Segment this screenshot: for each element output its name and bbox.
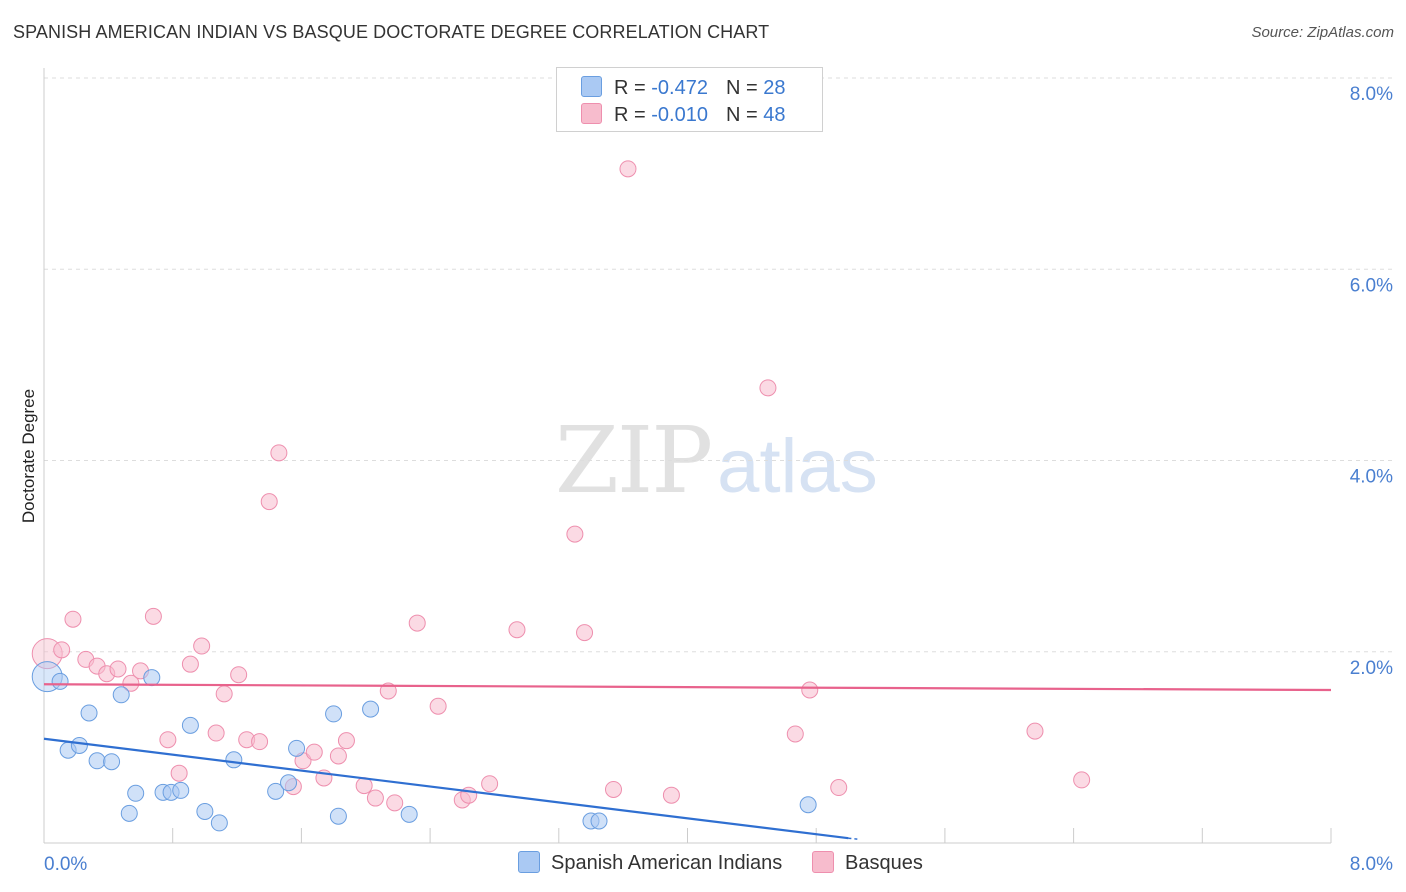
legend-label: Spanish American Indians [551,852,783,874]
basque-point [53,641,71,659]
y-tick-label: 8.0% [1350,84,1393,105]
spanish-american-indian-point [80,704,98,722]
legend-r-value: -0.472 [651,77,708,99]
basque-point [366,789,384,807]
basque-point [576,624,594,642]
basque-point [386,794,404,812]
basque-point [1073,771,1091,789]
legend-r-value: -0.010 [651,104,708,126]
basque-point [481,775,499,793]
y-tick-label: 4.0% [1350,467,1393,488]
trend-extension [848,837,859,840]
x-tick-label: 8.0% [1350,854,1393,875]
basque-point [329,747,347,765]
spanish-american-indian-point [196,802,214,820]
basque-point [662,786,680,804]
trend-lines [43,683,1332,840]
basque-point [566,525,584,543]
basque-point [305,743,323,761]
basque-point [408,614,426,632]
watermark-atlas: atlas [717,424,878,509]
basque-point [379,682,397,700]
basque-point [429,697,447,715]
legend-n-label: N = [725,77,764,99]
legend-swatch-blue [581,76,602,97]
legend-n-value: 48 [763,104,786,126]
spanish-american-indian-point [172,781,190,799]
spanish-american-indian-point [112,686,130,704]
legend-n-value: 28 [763,77,786,99]
spanish-american-indian-point [210,814,228,832]
legend-item-spanish-american-indians[interactable]: Spanish American Indians [518,851,782,875]
axes [43,68,1332,844]
basques-points [31,160,1091,812]
basque-point [604,780,622,798]
basque-point [260,493,278,511]
spanish-american-indian-point [400,805,418,823]
legend-row-spanish-american-indians: R = -0.472 N = 28 [581,76,785,102]
basques-trend-line [43,683,1332,692]
source-label: Source: ZipAtlas.com [1251,24,1394,41]
basque-point [619,160,637,178]
basque-point [144,607,162,625]
spanish-american-indian-point [590,812,608,830]
spanish-american-indian-point [267,782,285,800]
chart-title: SPANISH AMERICAN INDIAN VS BASQUE DOCTOR… [13,22,770,42]
basque-point [122,674,140,692]
spanish-american-indian-point [181,716,199,734]
basque-point [230,666,248,684]
spanish-american-indian-point [280,774,298,792]
spanish-american-indian-point [127,784,145,802]
correlation-legend: R = -0.472 N = 28 R = -0.010 N = 48 [556,67,823,132]
spanish-american-indian-point [362,700,380,718]
basque-point [801,681,819,699]
spanish-american-indian-point [88,752,106,770]
legend-swatch-blue [518,851,540,873]
spanish-american-indian-point [288,739,306,757]
series-legend: Spanish American Indians Basques [0,851,1406,877]
spanish-american-indian-point [225,751,243,769]
basque-point [159,731,177,749]
spanish-american-indian-point [143,669,161,687]
legend-label: Basques [845,852,923,874]
basque-point [193,637,211,655]
basque-point [109,660,127,678]
basque-point [508,621,526,639]
basque-point [215,685,233,703]
legend-row-basques: R = -0.010 N = 48 [581,103,785,129]
x-tick-label: 0.0% [44,854,87,875]
legend-swatch-pink [581,103,602,124]
spanish-american-indian-point [329,807,347,825]
basque-point [786,725,804,743]
spanish-american-indian-point [120,804,138,822]
basque-point [337,732,355,750]
spanish-american-indian-point [325,705,343,723]
legend-n-label: N = [725,104,764,126]
spanish-american-indians-trend-line [43,737,849,840]
legend-swatch-pink [812,851,834,873]
basque-point [759,379,777,397]
basque-point [64,610,82,628]
y-tick-label: 6.0% [1350,275,1393,296]
spanish-american-indian-point [51,672,69,690]
basque-point [270,444,288,462]
spanish-american-indian-point [103,753,121,771]
y-tick-label: 2.0% [1350,658,1393,679]
legend-r-label: R = [614,104,652,126]
spanish-american-indian-point [70,736,88,754]
tick-labels: 2.0% 4.0% 6.0% 8.0% 0.0% 8.0% [44,84,1393,875]
basque-point [207,724,225,742]
basque-point [181,655,199,673]
basque-point [830,779,848,797]
legend-item-basques[interactable]: Basques [812,851,923,875]
basque-point [170,764,188,782]
spanish-american-indians-points [31,661,817,832]
legend-r-label: R = [614,77,652,99]
grid-lines [44,77,1394,653]
spanish-american-indian-point [799,796,817,814]
basque-point [1026,722,1044,740]
basque-point [251,733,269,751]
